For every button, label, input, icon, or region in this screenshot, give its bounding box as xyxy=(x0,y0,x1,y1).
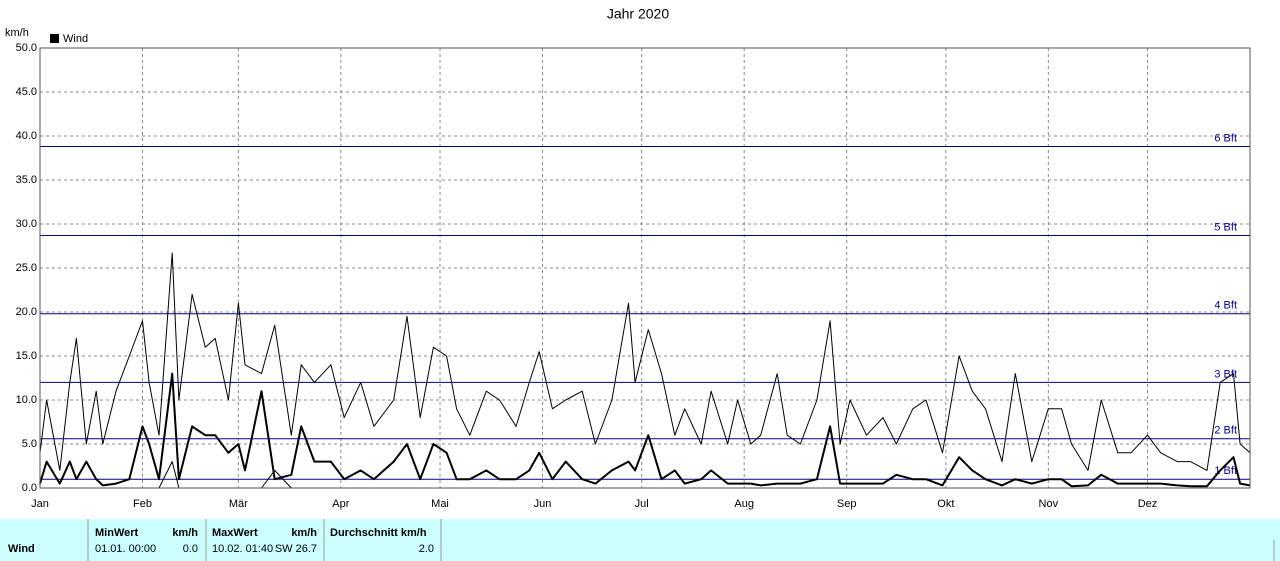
reference-label: 4 Bft xyxy=(1214,300,1237,312)
y-tick-label: 50.0 xyxy=(16,42,37,54)
reference-label: 5 Bft xyxy=(1214,221,1237,233)
col-header: MaxWert xyxy=(212,527,258,539)
col-header: Durchschnitt km/h xyxy=(330,527,427,539)
cell: 01.01. 00:00 xyxy=(95,543,156,555)
x-tick-label: Nov xyxy=(1039,498,1059,510)
y-tick-label: 20.0 xyxy=(16,306,37,318)
cell: 0.0 xyxy=(183,543,198,555)
y-tick-label: 45.0 xyxy=(16,86,37,98)
y-tick-label: 5.0 xyxy=(22,438,37,450)
y-tick-label: 30.0 xyxy=(16,218,37,230)
legend-swatch xyxy=(50,34,59,43)
stats-table: Wind MinWert km/h 01.01. 00:00 0.0 MaxWe… xyxy=(0,519,1280,561)
x-tick-label: Sep xyxy=(837,498,857,510)
plot-frame xyxy=(39,47,1251,489)
reference-label: 2 Bft xyxy=(1214,425,1237,437)
reference-label: 3 Bft xyxy=(1214,368,1237,380)
series-line xyxy=(39,252,1251,471)
y-axis-label: km/h xyxy=(5,27,29,39)
legend-label: Wind xyxy=(63,33,88,45)
col-header: MinWert xyxy=(95,527,139,539)
x-tick-label: Aug xyxy=(734,498,754,510)
x-tick-label: Jan xyxy=(31,498,49,510)
x-tick-label: Feb xyxy=(133,498,152,510)
cell: 10.02. 01:40 xyxy=(212,543,273,555)
row-label: Wind xyxy=(8,543,35,555)
x-tick-label: Okt xyxy=(937,498,954,510)
reference-label: 6 Bft xyxy=(1214,132,1237,144)
chart-title: Jahr 2020 xyxy=(607,6,669,22)
x-tick-label: Dez xyxy=(1138,498,1158,510)
series-line xyxy=(39,372,1251,488)
y-tick-label: 35.0 xyxy=(16,174,37,186)
y-tick-label: 0.0 xyxy=(22,482,37,494)
col-unit: km/h xyxy=(172,527,198,539)
y-tick-label: 25.0 xyxy=(16,262,37,274)
y-tick-label: 15.0 xyxy=(16,350,37,362)
cell: 2.0 xyxy=(419,543,434,555)
x-tick-label: Mai xyxy=(431,498,449,510)
x-tick-label: Jul xyxy=(635,498,649,510)
x-tick-label: Apr xyxy=(332,498,349,510)
x-tick-label: Jun xyxy=(534,498,552,510)
y-tick-label: 10.0 xyxy=(16,394,37,406)
reference-label: 1 Bft xyxy=(1214,465,1237,477)
table-bg xyxy=(0,519,1280,561)
col-unit: km/h xyxy=(291,527,317,539)
y-tick-label: 40.0 xyxy=(16,130,37,142)
cell: SW 26.7 xyxy=(275,543,317,555)
x-tick-label: Mär xyxy=(229,498,248,510)
